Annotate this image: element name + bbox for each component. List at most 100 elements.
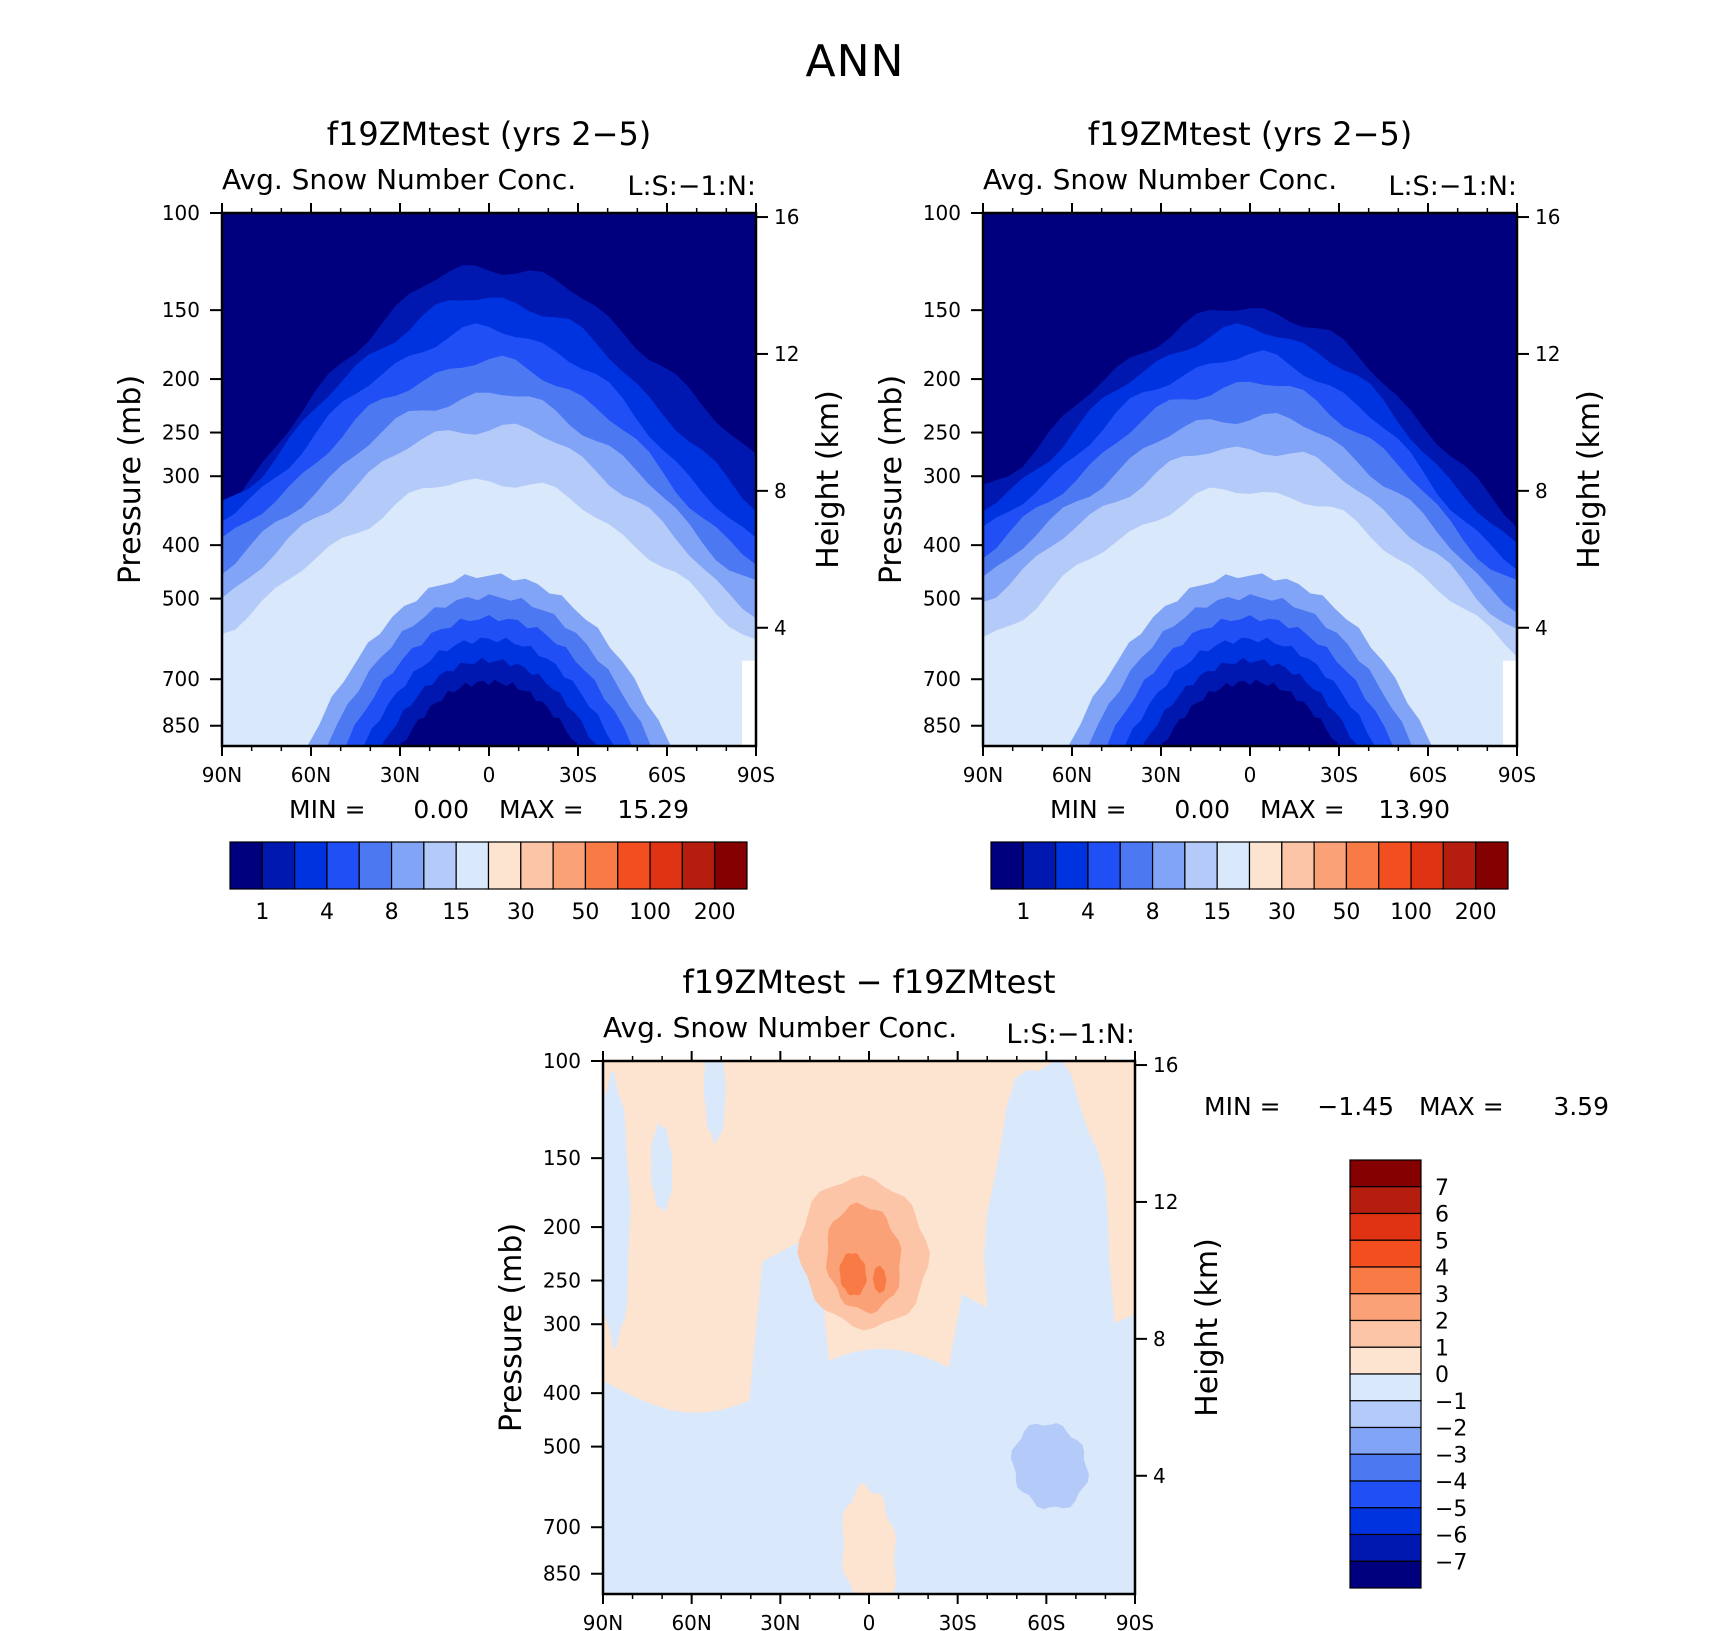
lower-arch-5 [1161,679,1339,746]
y-right-tick-label: 4 [1535,616,1548,640]
colorbar-box [326,841,360,890]
x-tick-label: 60N [291,763,331,787]
colorbar-label: 30 [507,900,535,925]
x-tick-label: 60N [1052,763,1092,787]
y-right-tick-label: 8 [1535,479,1548,503]
y-axis-label: Pressure (mb) [874,375,909,584]
colorbar-box [455,841,490,890]
plot-frame [220,211,758,748]
y-tick-label: 850 [543,1562,581,1586]
colorbar-label: −1 [1435,1390,1467,1415]
colorbar-box [358,841,393,890]
colorbar-box [1349,1507,1422,1536]
colorbar-box [617,841,651,890]
y-right-tick-label: 12 [774,342,799,366]
y-right-tick-label: 12 [1535,342,1560,366]
colorbar-box [1248,841,1283,890]
y-tick-label: 300 [923,464,961,488]
colorbar-label: 200 [1455,900,1497,925]
x-tick-label: 60S [1027,1611,1065,1631]
max-value: 15.29 [617,795,689,824]
colorbar-box [1442,841,1477,890]
y-tick-label: 850 [923,714,961,738]
positive-core-3 [839,1253,867,1296]
x-tick-label: 60N [671,1611,711,1631]
panel-units: L:S:−1:N: [627,171,756,202]
colorbar-box [1349,1212,1422,1241]
y-tick-label: 150 [543,1146,581,1170]
y-tick-label: 150 [162,298,200,322]
colorbar-box [714,841,748,890]
colorbar-label: 7 [1435,1176,1449,1201]
colorbar-label: 8 [1146,900,1160,925]
y-tick-label: 400 [543,1381,581,1405]
y-right-tick-label: 4 [1153,1464,1166,1488]
colorbar-box [1022,841,1057,890]
y-axis-right-label: Height (km) [1572,390,1607,569]
x-tick-label: 30S [939,1611,977,1631]
y-tick-label: 200 [923,367,961,391]
y-tick-label: 250 [162,421,200,445]
colorbar-label: 8 [385,900,399,925]
y-tick-label: 250 [543,1269,581,1293]
colorbar-box [1349,1293,1422,1322]
min-value: 0.00 [413,795,469,824]
colorbar-box [1349,1266,1422,1295]
colorbar-label: 200 [694,900,736,925]
y-tick-label: 150 [923,298,961,322]
panel-units: L:S:−1:N: [1006,1019,1135,1050]
min-label: MIN = [1204,1092,1281,1121]
y-axis-right-label: Height (km) [1190,1238,1225,1417]
x-tick-label: 90N [963,763,1003,787]
colorbar-box [1349,1319,1422,1348]
x-tick-label: 0 [863,1611,876,1631]
panel-subtitle: Avg. Snow Number Conc. [603,1011,957,1044]
missing-data [742,660,756,746]
colorbar-box [1216,841,1251,890]
y-tick-label: 250 [923,421,961,445]
colorbar-label: 1 [1435,1336,1449,1361]
contour-layer [603,1061,1135,1594]
y-tick-label: 200 [543,1215,581,1239]
colorbar-label: 4 [1081,900,1095,925]
figure-title: ANN [805,36,905,87]
y-tick-label: 200 [162,367,200,391]
negative-region-right [983,1061,1116,1543]
y-tick-label: 500 [923,587,961,611]
y-tick-label: 100 [923,201,961,225]
colorbar-label: 100 [1390,900,1432,925]
colorbar-box [1349,1346,1422,1375]
negative-region-left [603,1070,631,1350]
x-tick-label: 60S [1409,763,1447,787]
x-tick-label: 30S [1320,763,1358,787]
colorbar-box [390,841,425,890]
y-tick-label: 700 [162,667,200,691]
panel-subtitle: Avg. Snow Number Conc. [222,163,576,196]
colorbar-label: −6 [1435,1524,1467,1549]
x-tick-label: 30N [1141,763,1181,787]
plot-frame [981,211,1519,748]
panel-title: f19ZMtest (yrs 2−5) [1088,115,1413,153]
colorbar-box [423,841,457,890]
y-axis-label: Pressure (mb) [494,1223,529,1432]
negative-blob-60s [1010,1423,1089,1510]
x-tick-label: 90S [1498,763,1536,787]
negative-region-left2 [651,1123,673,1212]
max-label: MAX = [1419,1092,1504,1121]
colorbar-box [990,841,1024,890]
colorbar-box [1055,841,1089,890]
y-right-tick-label: 16 [1153,1053,1178,1077]
max-value: 3.59 [1553,1092,1609,1121]
y-tick-label: 300 [162,464,200,488]
colorbar-box [487,841,522,890]
y-tick-label: 400 [162,533,200,557]
colorbar-box [1349,1453,1422,1482]
colorbar-label: 3 [1435,1283,1449,1308]
y-tick-label: 100 [162,201,200,225]
colorbar-box [1349,1239,1422,1268]
colorbar-box [1087,841,1121,890]
colorbar-label: 1 [1016,900,1030,925]
y-right-tick-label: 16 [1535,205,1560,229]
colorbar-label: 50 [571,900,599,925]
